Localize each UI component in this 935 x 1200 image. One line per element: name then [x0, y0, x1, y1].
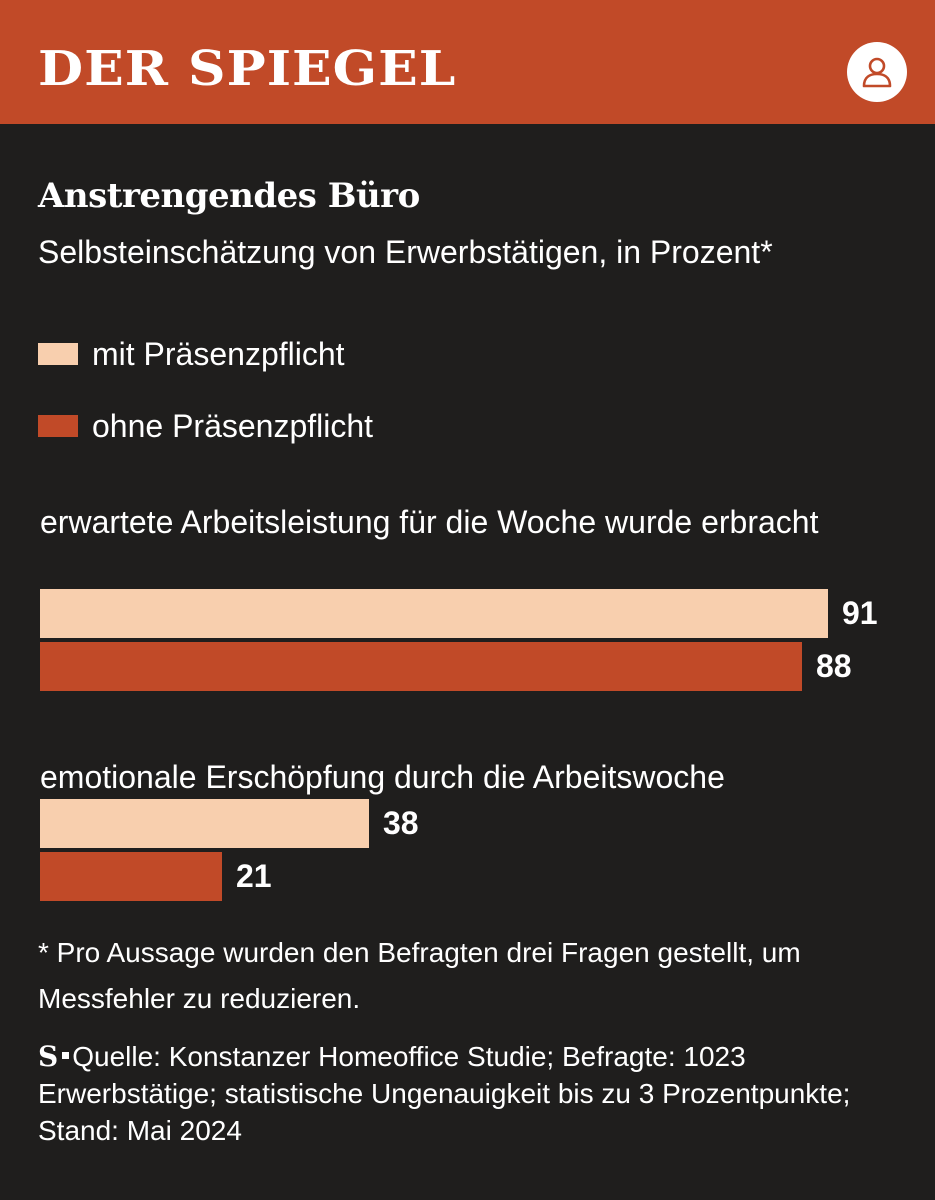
legend-label: ohne Präsenzpflicht: [92, 408, 374, 444]
legend-swatch-dark: [38, 415, 78, 437]
bar-ohne-praesenzpflicht-1: [40, 642, 802, 691]
separator-dot: [62, 1051, 70, 1059]
der-spiegel-logo[interactable]: DER SPIEGEL: [38, 40, 457, 97]
category-label-erschoepfung: emotionale Erschöpfung durch die Arbeits…: [40, 759, 725, 795]
bar-mit-praesenzpflicht-1: [40, 589, 828, 638]
legend-label: mit Präsenzpflicht: [92, 336, 345, 372]
account-button[interactable]: [847, 42, 907, 102]
bar-ohne-praesenzpflicht-2: [40, 852, 222, 901]
source-text: Quelle: Konstanzer Homeoffice Studie; Be…: [38, 1041, 851, 1146]
chart-title: Anstrengendes Büro: [38, 176, 420, 216]
category-label-arbeitsleistung: erwartete Arbeitsleistung für die Woche …: [40, 504, 819, 540]
bar-mit-praesenzpflicht-2: [40, 799, 369, 848]
bar-value-label: 88: [816, 648, 852, 684]
bar-value-label: 91: [842, 595, 878, 631]
footnote: * Pro Aussage wurden den Befragten drei …: [38, 937, 801, 1014]
site-header: DER SPIEGEL: [0, 0, 935, 124]
spiegel-s-logo: S: [38, 1040, 59, 1073]
chart-subtitle: Selbsteinschätzung von Erwerbstätigen, i…: [38, 234, 773, 270]
legend-item-ohne-praesenzpflicht: ohne Präsenzpflicht: [38, 404, 373, 448]
legend-item-mit-praesenzpflicht: mit Präsenzpflicht: [38, 332, 345, 376]
legend-swatch-light: [38, 343, 78, 365]
source-note: S Quelle: Konstanzer Homeoffice Studie; B…: [38, 1038, 898, 1149]
bar-value-label: 38: [383, 805, 419, 841]
bar-value-label: 21: [236, 858, 272, 894]
user-icon: [862, 57, 892, 88]
